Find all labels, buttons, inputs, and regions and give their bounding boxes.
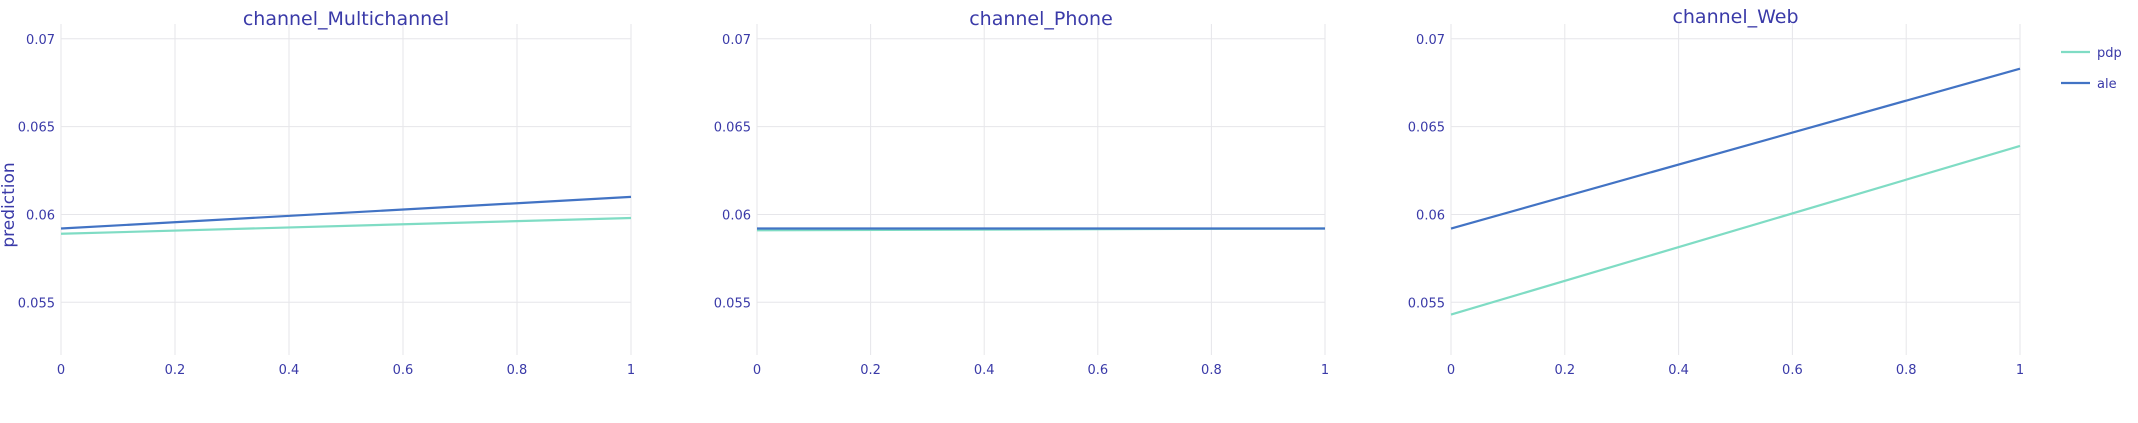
- y-tick-label: 0.06: [1416, 208, 1445, 223]
- legend-label-pdp: pdp: [2097, 46, 2122, 61]
- series-line-pdp: [60, 216, 632, 235]
- y-tick-label: 0.055: [714, 296, 751, 311]
- y-tick-label: 0.06: [26, 208, 55, 223]
- x-tick-label: 0.4: [1668, 363, 1689, 378]
- x-tick-label: 0: [1447, 363, 1455, 378]
- y-tick-label: 0.07: [26, 33, 55, 48]
- y-tick-label: 0.07: [1416, 33, 1445, 48]
- x-tick-label: 0.6: [393, 363, 414, 378]
- x-tick-label: 1: [627, 363, 635, 378]
- x-tick-label: 0.8: [1896, 363, 1917, 378]
- y-tick-label: 0.07: [722, 33, 751, 48]
- y-tick-label: 0.06: [722, 208, 751, 223]
- series-line-ale: [60, 195, 632, 230]
- y-tick-label: 0.065: [1408, 121, 1445, 136]
- panel-1: 0.055 0.06 0.065 0.07 0 0.2 0.4 0.6 0.8 1 channel_…: [18, 8, 635, 378]
- series-line-ale: [1450, 67, 2021, 230]
- y-tick-label: 0.055: [1408, 296, 1445, 311]
- x-tick-label: 0.2: [1554, 363, 1575, 378]
- legend: pdp ale: [2061, 46, 2122, 92]
- panel-title: channel_Multichannel: [243, 8, 449, 30]
- x-tick-label: 0.6: [1782, 363, 1803, 378]
- y-tick-label: 0.065: [18, 121, 55, 136]
- x-tick-label: 0.4: [279, 363, 300, 378]
- series-line-pdp: [1450, 144, 2021, 316]
- panel-3: 0.055 0.06 0.065 0.07 0 0.2 0.4 0.6 0.8 1 channel_…: [1408, 6, 2024, 378]
- legend-label-ale: ale: [2097, 77, 2117, 92]
- y-tick-label: 0.055: [18, 296, 55, 311]
- x-tick-label: 0: [753, 363, 761, 378]
- x-tick-label: 1: [1321, 363, 1329, 378]
- x-tick-label: 0.6: [1087, 363, 1108, 378]
- panel-title: channel_Phone: [969, 8, 1113, 30]
- x-tick-label: 0: [57, 363, 65, 378]
- x-tick-label: 0.2: [860, 363, 881, 378]
- panel-title: channel_Web: [1672, 6, 1798, 28]
- x-tick-label: 0.8: [507, 363, 528, 378]
- x-tick-label: 0.4: [974, 363, 995, 378]
- y-tick-label: 0.065: [714, 121, 751, 136]
- x-tick-label: 0.8: [1201, 363, 1222, 378]
- x-tick-label: 0.2: [165, 363, 186, 378]
- y-axis-label: prediction: [0, 162, 19, 247]
- x-tick-label: 1: [2016, 363, 2024, 378]
- panel-2: 0.055 0.06 0.065 0.07 0 0.2 0.4 0.6 0.8 1 channel_…: [714, 8, 1329, 378]
